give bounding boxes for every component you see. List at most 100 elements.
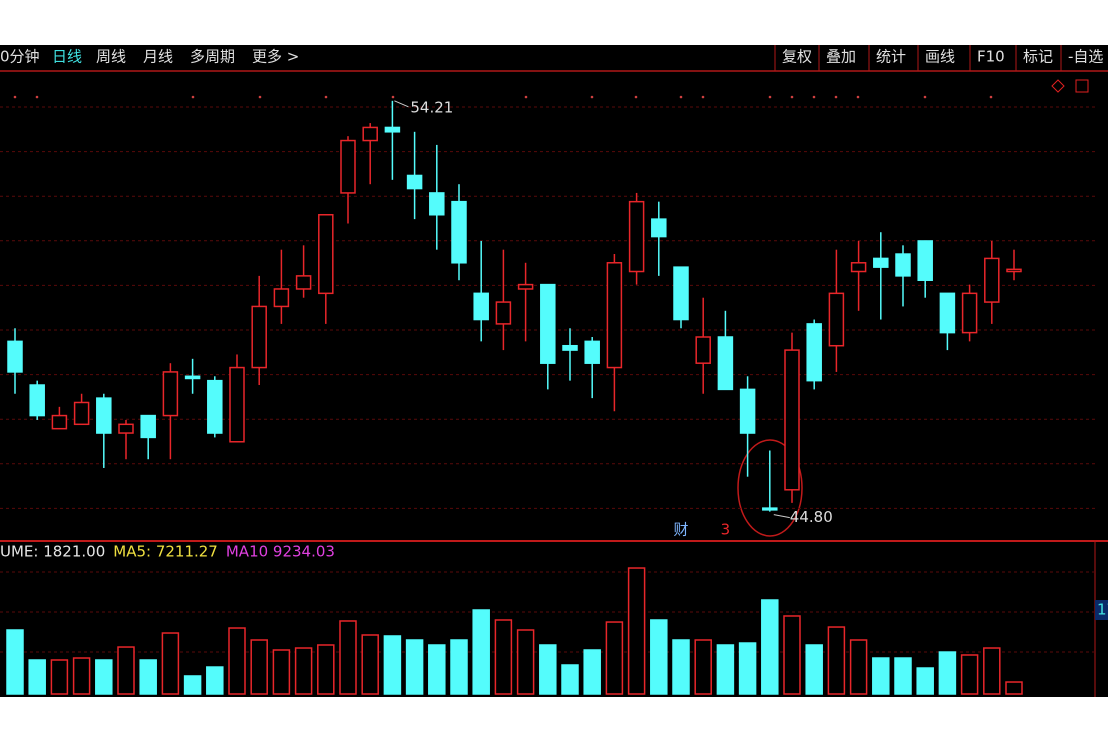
event-dot: [590, 95, 594, 99]
candle-body: [739, 388, 756, 434]
candle-body: [806, 323, 822, 382]
volume-bar: [849, 639, 868, 695]
volume-bar: [206, 666, 224, 695]
volume-bar: [872, 657, 890, 695]
toolbar-tab[interactable]: 0分钟: [0, 48, 40, 66]
volume-bar: [6, 629, 24, 695]
volume-bar: [450, 639, 468, 695]
candle-body: [340, 139, 356, 194]
candle-body: [895, 253, 911, 277]
volume-tag-box: [1095, 600, 1108, 620]
event-marker: 3: [721, 521, 731, 539]
toolbar-tab[interactable]: 更多 >: [252, 48, 299, 66]
volume-bar: [117, 646, 135, 695]
annotation-arrow: [394, 100, 409, 108]
volume-bar: [139, 659, 157, 695]
candle-body: [251, 305, 267, 369]
candle-body: [695, 336, 711, 364]
indicator-legend: MA5: 7211.27: [113, 543, 218, 561]
candle-body: [717, 336, 734, 391]
volume-tag: 17: [1097, 601, 1108, 619]
candle-body: [562, 344, 578, 351]
candle-body: [828, 292, 845, 347]
candle-body: [606, 262, 623, 369]
volume-bar: [583, 649, 601, 695]
candle-body: [651, 218, 667, 238]
event-dot: [35, 95, 39, 99]
candle-body: [73, 401, 90, 426]
candle-body: [540, 283, 556, 364]
volume-bar: [272, 649, 291, 695]
volume-bar: [339, 620, 357, 695]
toolbar-button[interactable]: 画线: [925, 48, 955, 66]
candle-body: [384, 126, 401, 133]
event-dot: [524, 95, 528, 99]
candle-body: [961, 292, 978, 334]
volume-bar: [694, 639, 712, 695]
candle-body: [628, 200, 645, 273]
volume-bar: [494, 619, 513, 695]
event-dot: [790, 95, 794, 99]
volume-bar: [161, 632, 180, 695]
highlight-circle: [737, 439, 803, 537]
event-dot: [989, 95, 993, 99]
candle-body: [850, 262, 867, 273]
icon: [1051, 79, 1065, 93]
toolbar-tab[interactable]: 多周期: [190, 48, 235, 66]
icon: [1075, 79, 1089, 93]
panel: [0, 45, 1108, 697]
volume-bar: [716, 644, 735, 695]
toolbar-button[interactable]: F10: [977, 48, 1005, 66]
indicator-legend: UME: 1821.00: [0, 543, 105, 561]
candle-body: [207, 379, 223, 434]
toolbar-button[interactable]: 标记: [1023, 48, 1053, 66]
volume-bar: [1005, 681, 1023, 695]
candle-body: [140, 414, 156, 439]
volume-bar: [960, 654, 979, 695]
volume-bar: [228, 627, 246, 695]
candle-body: [1006, 268, 1022, 273]
toolbar-tab[interactable]: 月线: [143, 48, 173, 66]
volume-bar: [761, 599, 779, 695]
candle-body: [939, 292, 956, 334]
candle-body: [162, 371, 179, 417]
volume-bar: [805, 644, 823, 695]
event-dot: [856, 95, 860, 99]
volume-bar: [28, 659, 46, 695]
volume-bar: [650, 619, 668, 695]
candle-body: [762, 507, 778, 511]
volume-bar: [894, 657, 912, 695]
candle-body: [473, 292, 489, 321]
candle-body: [873, 257, 889, 268]
event-dot: [812, 95, 816, 99]
candle-body: [295, 275, 312, 290]
candle-body: [406, 174, 423, 190]
toolbar-button[interactable]: 统计: [876, 48, 906, 66]
candle-body: [273, 288, 290, 308]
toolbar-button[interactable]: 复权: [782, 48, 812, 66]
low-label: 44.80: [790, 508, 833, 526]
volume-bar: [72, 657, 91, 695]
volume-bar: [827, 626, 846, 695]
toolbar-tab[interactable]: 日线: [52, 48, 82, 66]
event-dot: [258, 95, 262, 99]
volume-bar: [561, 664, 579, 695]
event-dot: [834, 95, 838, 99]
volume-bar: [783, 615, 801, 695]
annotation-arrow: [773, 514, 790, 519]
volume-bar: [383, 635, 402, 695]
candle-body: [96, 397, 112, 434]
candle-body: [673, 266, 689, 321]
volume-bar: [539, 644, 557, 695]
volume-bar: [672, 639, 690, 695]
event-dot: [768, 95, 772, 99]
toolbar-button[interactable]: -自选: [1068, 48, 1103, 66]
event-marker: 财: [673, 521, 688, 539]
event-dot: [191, 95, 195, 99]
event-dot: [324, 95, 328, 99]
toolbar-tab[interactable]: 周线: [96, 48, 126, 66]
volume-bar: [95, 659, 113, 695]
volume-bar: [627, 567, 646, 695]
toolbar-button[interactable]: 叠加: [826, 48, 856, 66]
candle-body: [318, 214, 334, 295]
